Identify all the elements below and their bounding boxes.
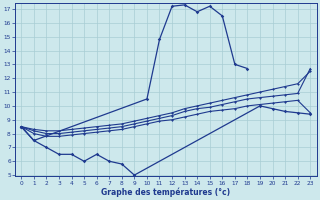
X-axis label: Graphe des températures (°c): Graphe des températures (°c) (101, 187, 230, 197)
